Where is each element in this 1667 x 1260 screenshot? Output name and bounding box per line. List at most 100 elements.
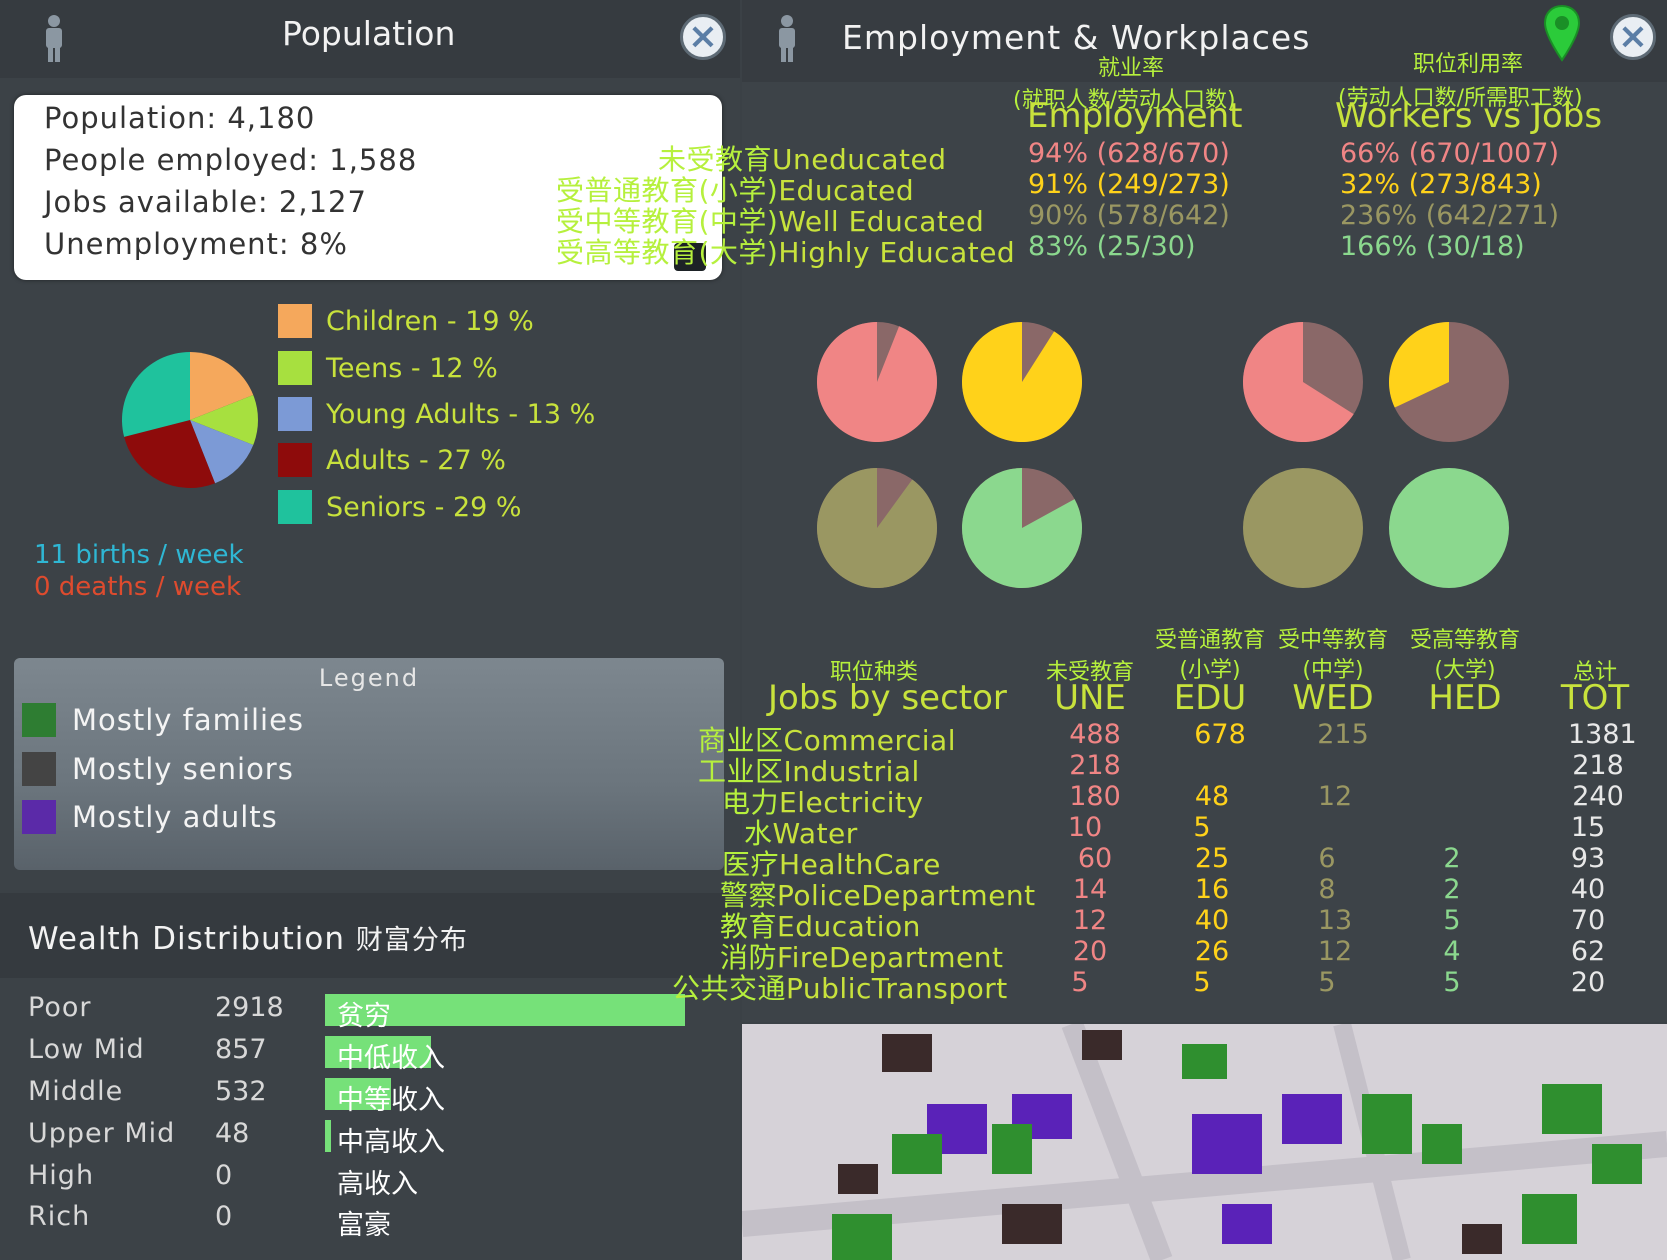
wealth-title-en: Wealth Distribution: [28, 921, 346, 957]
cell-edu: 26: [1194, 936, 1230, 967]
age-legend-item: Adults - 27 %: [278, 443, 506, 477]
city-map-view[interactable]: [742, 1024, 1667, 1260]
person-icon: [779, 15, 795, 62]
sector-public-transport: 公共交通PublicTransport: [672, 967, 1008, 1007]
workers-pie-0: [1243, 322, 1363, 442]
uneducated-employment: 94% (628/670): [1028, 138, 1230, 169]
employment-pie-3-slice: [962, 468, 1082, 588]
age-slice-2: [190, 420, 254, 484]
population-header: [0, 0, 740, 78]
level-highly-educated-label: 受高等教育(大学)Highly Educated: [556, 231, 1015, 271]
seniors-zone-label: Mostly seniors: [72, 752, 294, 786]
employment-pie-3: [962, 468, 1082, 588]
young-adults-swatch: [278, 397, 312, 431]
population-title: Population: [282, 14, 456, 53]
cell-wed: 8: [1318, 874, 1336, 905]
seniors-zone-swatch: [22, 752, 56, 786]
sector-en: PublicTransport: [786, 972, 1008, 1005]
cell-edu: 25: [1194, 843, 1230, 874]
cell-une: 12: [1072, 905, 1108, 936]
location-pin-icon[interactable]: [1543, 4, 1581, 62]
cell-edu: 678: [1194, 719, 1246, 750]
level-highly-educated-cn: 受高等教育(大学): [556, 236, 779, 269]
well-educated-workers: 236% (642/271): [1340, 200, 1560, 231]
sector-cn: 警察: [720, 879, 778, 912]
sector-cn: 水: [744, 817, 773, 850]
age-legend-item: Young Adults - 13 %: [278, 397, 595, 431]
wealth-title-cn: 财富分布: [355, 925, 468, 956]
sector-cn: 公共交通: [672, 972, 787, 1005]
age-slice-3: [124, 420, 216, 488]
wealth-label-upper-mid: Upper Mid: [28, 1118, 176, 1149]
sector-en: FireDepartment: [777, 941, 1004, 974]
legend-item: Mostly seniors: [22, 751, 294, 787]
employment-pie-0-slice: [817, 322, 937, 442]
expand-toggle-button[interactable]: [674, 243, 706, 271]
level-educated-cn: 受普通教育(小学): [556, 174, 779, 207]
cell-hed: 2: [1443, 874, 1461, 905]
cell-une: 218: [1069, 750, 1121, 781]
wealth-bar-upper-mid: [325, 1120, 331, 1152]
cell-tot: 1381: [1568, 719, 1637, 750]
col-une-cn: 未受教育: [1045, 660, 1134, 685]
wealth-label-middle: Middle: [28, 1076, 124, 1107]
sector-en: Commercial: [783, 724, 956, 757]
cell-wed: 215: [1317, 719, 1369, 750]
population-close-button[interactable]: ×: [680, 14, 726, 60]
educated-employment: 91% (249/273): [1028, 169, 1230, 200]
cell-wed: 12: [1317, 781, 1353, 812]
col-tot: TOT: [1560, 678, 1630, 718]
cell-tot: 70: [1570, 905, 1606, 936]
employment-pie-2-slice: [817, 468, 937, 588]
sector-industrial: 工业区Industrial: [698, 750, 920, 790]
workers-pie-1: [1389, 322, 1509, 442]
level-well-educated-en: Well Educated: [778, 205, 985, 238]
sector-police: 警察PoliceDepartment: [720, 874, 1036, 914]
cell-edu: 5: [1193, 812, 1211, 843]
level-uneducated-cn: 未受教育: [658, 143, 773, 176]
adults-swatch: [278, 443, 312, 477]
sector-water: 水Water: [744, 812, 858, 852]
zone-legend-panel: Legend Mostly families Mostly seniors Mo…: [14, 658, 724, 870]
cell-tot: 62: [1570, 936, 1606, 967]
cell-hed: 5: [1443, 905, 1461, 936]
sector-healthcare: 医疗HealthCare: [722, 843, 941, 883]
jobs-title: Jobs by sector: [768, 678, 1007, 718]
sector-cn: 电力: [722, 786, 780, 819]
wealth-label-high: High: [28, 1160, 95, 1191]
wealth-value-high: 0: [215, 1160, 233, 1191]
wealth-title: Wealth Distribution 财富分布: [28, 918, 468, 957]
col-wed-cn: 受中等教育 (中学): [1277, 628, 1388, 683]
cell-tot: 15: [1570, 812, 1606, 843]
sector-cn: 商业区: [698, 724, 784, 757]
workers-pie-0-slice: [1243, 322, 1354, 442]
wealth-cn-high: 高收入: [337, 1169, 418, 1200]
employment-col-cn: 就业率: [1098, 56, 1165, 81]
cell-edu: 48: [1194, 781, 1230, 812]
workers-col-title: Workers vs Jobs: [1335, 96, 1603, 136]
young-adults-label: Young Adults - 13 %: [326, 398, 596, 430]
col-edu: EDU: [1173, 678, 1247, 718]
employment-close-button[interactable]: ×: [1610, 14, 1656, 60]
wealth-value-middle: 532: [215, 1076, 267, 1107]
teens-label: Teens - 12 %: [326, 352, 498, 384]
col-hed: HED: [1428, 678, 1502, 718]
cell-edu: 5: [1193, 967, 1211, 998]
cell-une: 20: [1072, 936, 1108, 967]
cell-une: 10: [1067, 812, 1103, 843]
cell-une: 14: [1072, 874, 1108, 905]
cell-une: 5: [1071, 967, 1089, 998]
employment-title: Employment & Workplaces: [842, 18, 1311, 57]
sector-en: Industrial: [783, 755, 920, 788]
sector-education: 教育Education: [720, 905, 921, 945]
wealth-value-upper-mid: 48: [215, 1118, 250, 1149]
employment-pie-1: [962, 322, 1082, 442]
sector-commercial: 商业区Commercial: [698, 719, 956, 759]
sector-en: PoliceDepartment: [777, 879, 1036, 912]
wealth-cn-poor: 贫穷: [337, 1001, 391, 1032]
cell-hed: 4: [1443, 936, 1461, 967]
cell-une: 60: [1077, 843, 1113, 874]
sector-en: Electricity: [779, 786, 924, 819]
col-hed-cn: 受高等教育 (大学): [1409, 628, 1520, 683]
wealth-bar-low-mid: [325, 1036, 431, 1068]
